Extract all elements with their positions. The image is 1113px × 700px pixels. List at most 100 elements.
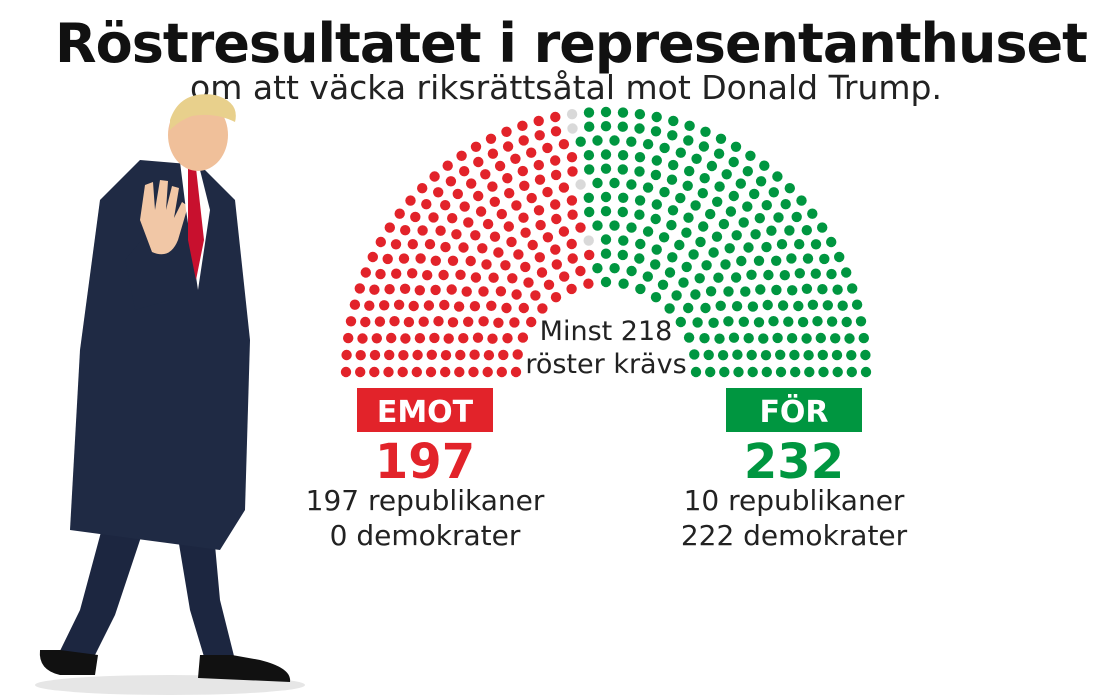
seat-against <box>501 302 512 314</box>
against-badge-label: EMOT <box>377 395 474 430</box>
seat-against <box>454 366 465 378</box>
seat-for <box>682 180 693 191</box>
seat-for <box>801 333 812 344</box>
seat-against <box>511 289 522 300</box>
seat-against <box>423 300 435 311</box>
seat-against <box>440 366 451 378</box>
seat-for <box>760 350 772 361</box>
seat-against <box>371 333 382 344</box>
seat-for <box>701 260 712 271</box>
seat-against <box>483 350 495 361</box>
seat-against <box>343 332 354 344</box>
seat-for <box>666 174 678 185</box>
seat-for <box>634 152 646 163</box>
seat-against <box>558 182 570 193</box>
seat-for <box>609 220 620 231</box>
seat-for <box>713 148 725 159</box>
seat-against <box>494 160 506 172</box>
seat-for <box>671 290 682 301</box>
seat-for <box>600 248 612 259</box>
seat-against <box>364 300 375 311</box>
seat-against <box>536 267 548 278</box>
seat-against <box>375 268 386 280</box>
seat-against <box>428 212 439 223</box>
seat-against <box>559 271 570 282</box>
seat-against <box>393 299 405 310</box>
seat-against <box>466 178 477 189</box>
seat-against <box>458 242 469 253</box>
seat-for <box>650 126 662 137</box>
seat-against <box>405 195 416 206</box>
seat-against <box>489 231 501 242</box>
seat-against <box>489 196 500 207</box>
seat-for <box>761 200 772 211</box>
seat-against <box>518 212 529 223</box>
seat-against <box>475 206 487 217</box>
seat-against <box>550 199 561 210</box>
seat-for <box>634 123 645 134</box>
seat-for <box>626 222 637 233</box>
seat-for <box>600 106 612 118</box>
seat-for <box>796 195 807 206</box>
seat-for <box>771 255 782 266</box>
seat-against <box>442 160 453 171</box>
seat-for <box>721 169 732 180</box>
seat-for <box>678 277 689 288</box>
seat-against <box>482 218 494 230</box>
seat-for <box>659 142 670 154</box>
seat-against <box>445 176 457 187</box>
seat-for <box>789 349 800 361</box>
chart-subtitle: om att väcka riksrättsåtal mot Donald Tr… <box>190 68 942 107</box>
seat-for <box>692 317 703 328</box>
seat-against <box>517 165 528 177</box>
seat-for <box>583 192 594 203</box>
seat-against <box>485 133 497 144</box>
seat-against <box>506 236 517 248</box>
seat-for <box>667 130 678 141</box>
seat-for <box>807 208 818 219</box>
seat-for <box>834 251 845 263</box>
seat-for <box>583 107 595 118</box>
seat-against <box>534 252 545 263</box>
seat-against <box>384 349 395 361</box>
seat-for <box>699 173 710 184</box>
seat-against <box>512 349 523 360</box>
seat-for <box>783 316 794 327</box>
seat-absent <box>567 123 578 134</box>
seat-for <box>761 366 772 378</box>
seat-for <box>754 213 765 224</box>
seat-against <box>379 300 390 311</box>
seat-for <box>600 163 612 174</box>
seat-for <box>642 182 654 193</box>
seat-for <box>718 218 730 230</box>
seat-for <box>753 317 765 328</box>
seat-for <box>600 121 612 132</box>
against-detail-democrats: 0 demokrater <box>330 519 521 552</box>
seat-against <box>473 156 484 168</box>
seat-against <box>400 333 411 344</box>
seat-for <box>743 333 754 344</box>
seat-for <box>600 149 612 160</box>
seat-for <box>634 209 645 220</box>
seat-for <box>797 316 809 328</box>
seat-against <box>504 188 515 199</box>
seat-for <box>725 206 737 217</box>
seat-for <box>683 212 694 223</box>
seat-against <box>507 273 518 284</box>
seat-for <box>651 199 662 210</box>
seat-for <box>720 259 731 270</box>
seat-against <box>468 366 479 378</box>
seat-against <box>390 239 402 250</box>
seat-against <box>463 217 474 228</box>
seat-for <box>657 279 669 290</box>
seat-for <box>659 186 670 198</box>
seat-for <box>688 249 699 260</box>
threshold-label-line-2: röster krävs <box>525 349 686 380</box>
seat-against <box>534 174 546 185</box>
seat-against <box>382 253 393 265</box>
seat-for <box>675 192 686 204</box>
seat-for <box>755 284 766 295</box>
seat-against <box>511 200 522 211</box>
seat-against <box>567 209 578 220</box>
seat-against <box>384 222 395 233</box>
